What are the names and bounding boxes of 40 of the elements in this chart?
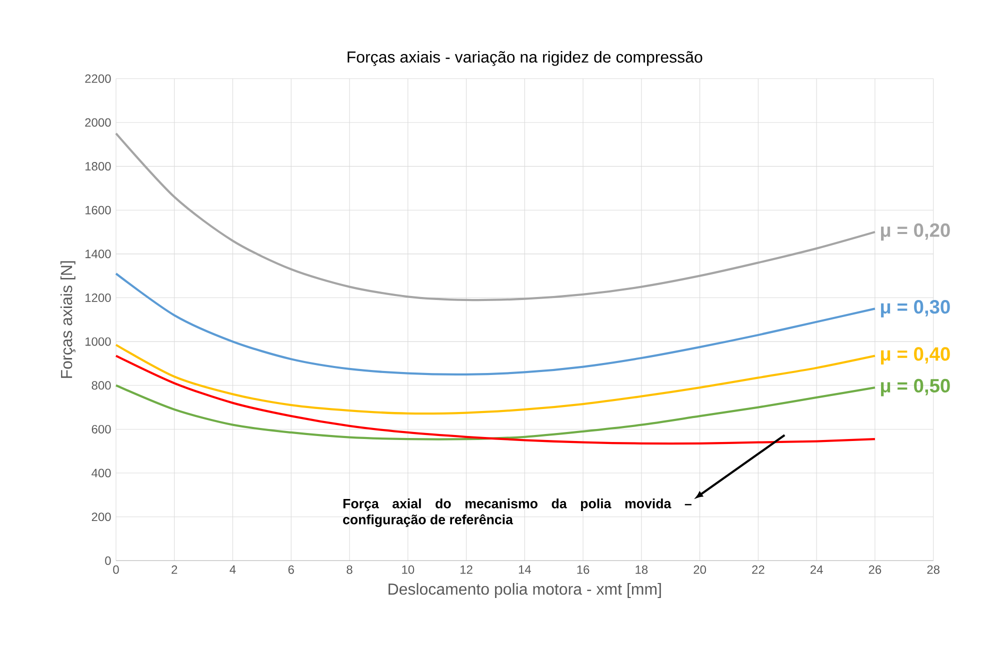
y-tick-label: 1200 (86, 294, 111, 302)
annotation: Força axial do mecanismo da polia movida – configuração de referência (343, 498, 692, 528)
y-tick-label: 1400 (86, 250, 111, 258)
y-tick-label: 200 (92, 512, 111, 522)
x-tick-label: 22 (752, 565, 764, 574)
y-tick-label: 2200 (85, 74, 111, 83)
x-tick-label: 6 (288, 565, 294, 574)
line-series (114, 344, 876, 415)
x-tick-label: 8 (346, 565, 352, 574)
x-tick-label: 0 (113, 565, 119, 574)
line-series (114, 272, 876, 376)
series-label: μ = 0,50 (881, 378, 950, 396)
chart-title: Forças axiais - variação na rigidez de compressão (348, 50, 702, 66)
x-tick-label: 24 (810, 565, 823, 574)
line-series (114, 132, 876, 302)
x-tick-label: 14 (518, 565, 531, 574)
y-tick-label: 1000 (86, 337, 111, 346)
y-tick-label: 2000 (85, 118, 111, 127)
x-tick-label: 16 (577, 565, 590, 574)
y-tick-label: 1800 (86, 162, 111, 171)
line-series (114, 354, 876, 445)
x-tick-label: 26 (868, 565, 882, 574)
series-label: μ = 0,20 (881, 223, 950, 241)
series-label: μ = 0,30 (881, 300, 950, 318)
x-tick-label: 12 (460, 565, 472, 574)
series-label: μ = 0,40 (881, 347, 950, 364)
x-tick-label: 4 (230, 565, 236, 574)
x-tick-label: 18 (636, 565, 648, 574)
x-tick-label: 2 (172, 565, 178, 574)
y-axis-title: Forças axiais [N] (60, 261, 76, 378)
x-axis-title: Deslocamento polia motora - xmt [mm] (388, 583, 661, 598)
y-tick-label: 0 (105, 556, 111, 565)
x-tick-label: 10 (402, 565, 414, 574)
y-tick-label: 800 (92, 381, 111, 390)
x-tick-label: 28 (927, 565, 940, 574)
line-series (114, 384, 876, 440)
y-tick-label: 600 (92, 424, 111, 434)
x-tick-label: 20 (694, 565, 706, 574)
y-tick-label: 400 (92, 468, 111, 478)
y-tick-label: 1600 (86, 206, 111, 214)
